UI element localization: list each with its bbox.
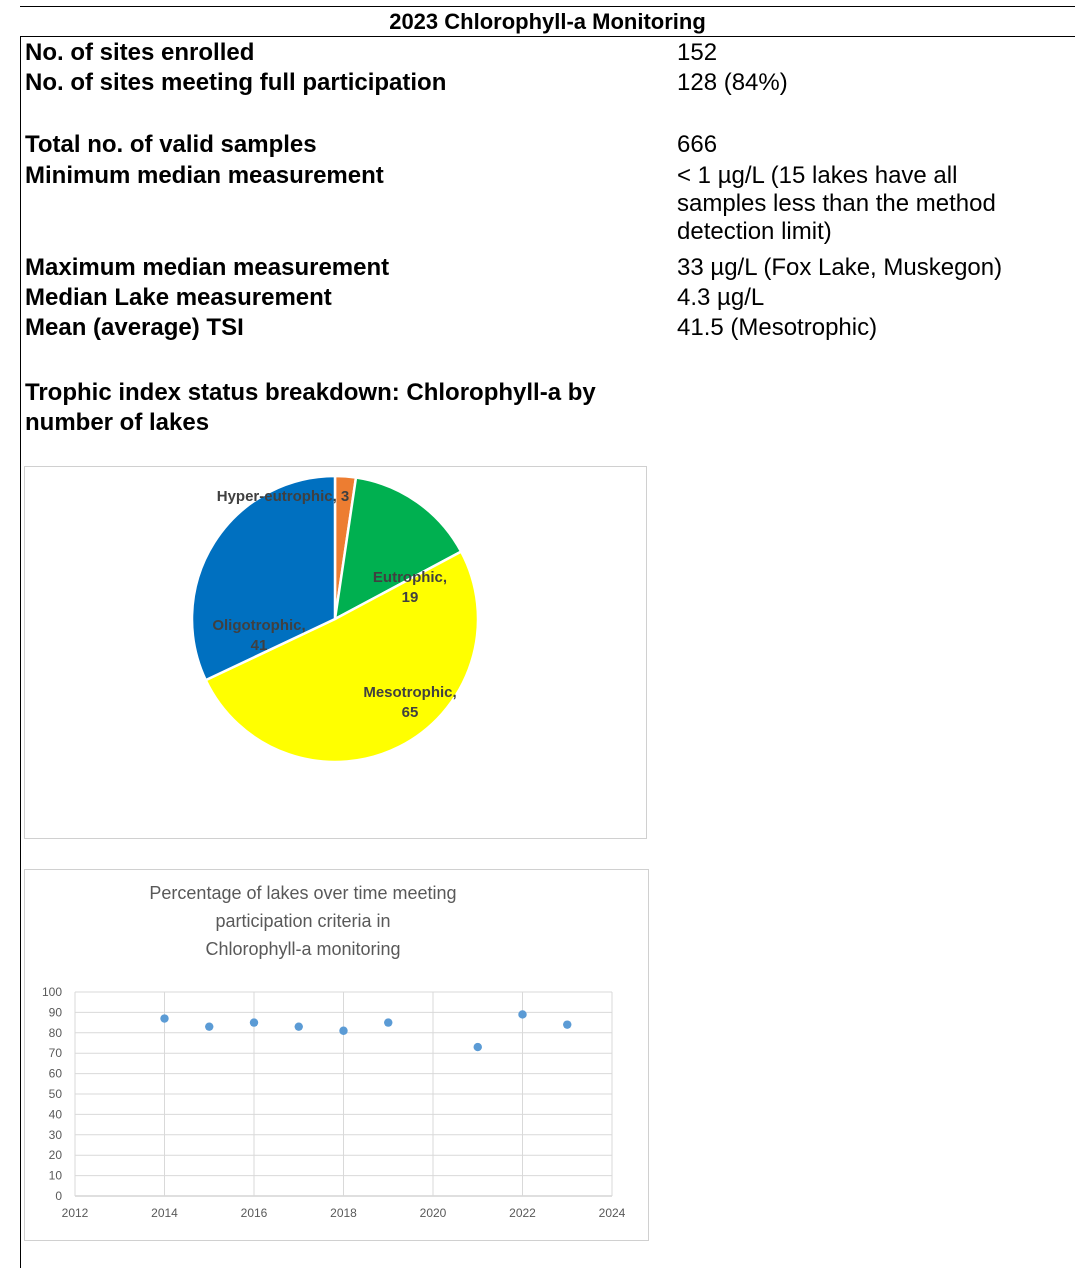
scatter-point <box>249 1018 259 1027</box>
scatter-point <box>563 1020 572 1029</box>
scatter-point <box>294 1022 303 1031</box>
chart-title-line-1: Percentage of lakes over time meeting <box>149 883 456 903</box>
y-tick-label: 30 <box>49 1128 63 1142</box>
scatter-point <box>160 1014 169 1023</box>
stat-value-max-median: 33 µg/L (Fox Lake, Muskegon) <box>677 254 1003 281</box>
chart-title-line-2: participation criteria in <box>215 911 390 931</box>
frame-left-border <box>20 37 21 1268</box>
y-tick-label: 100 <box>42 985 62 999</box>
stat-value-min-median: < 1 µg/L (15 lakes have all samples less… <box>677 162 996 245</box>
x-tick-label: 2018 <box>330 1206 357 1220</box>
y-tick-label: 40 <box>49 1107 63 1121</box>
pie-chart-svg: Hyper-eutrophic, 3 Eutrophic, 19 Mesotrophi… <box>190 474 480 764</box>
x-tick-label: 2022 <box>509 1206 536 1220</box>
page-title: 2023 Chlorophyll-a Monitoring <box>389 9 706 34</box>
y-tick-label: 50 <box>49 1087 63 1101</box>
scatter-point <box>384 1018 393 1027</box>
y-tick-label: 70 <box>49 1046 63 1060</box>
y-tick-label: 0 <box>55 1189 62 1203</box>
chart-title-line-3: Chlorophyll-a monitoring <box>205 939 400 959</box>
pie-slice-mesotrophic <box>204 549 480 764</box>
scatter-chart-svg: Percentage of lakes over time meeting par… <box>42 883 626 1220</box>
scatter-point <box>518 1010 527 1019</box>
stat-label-min-median: Minimum median measurement <box>25 162 384 189</box>
stat-label-valid-samples: Total no. of valid samples <box>25 131 317 158</box>
pie-label-eutrophic: Eutrophic, 19 <box>373 569 447 606</box>
y-tick-label: 20 <box>49 1148 63 1162</box>
trophic-pie-chart: Hyper-eutrophic, 3 Eutrophic, 19 Mesotrophi… <box>24 466 647 839</box>
stat-label-mean-tsi: Mean (average) TSI <box>25 314 244 341</box>
scatter-point <box>205 1022 214 1031</box>
pie-slice-oligotrophic <box>190 474 337 682</box>
y-tick-label: 90 <box>49 1005 63 1019</box>
stat-value-full-participation: 128 (84%) <box>677 69 788 96</box>
x-tick-label: 2012 <box>62 1206 89 1220</box>
stat-value-median-lake: 4.3 µg/L <box>677 284 765 311</box>
pie-label-mesotrophic: Mesotrophic, 65 <box>363 684 456 721</box>
section-title: Trophic index status breakdown: Chloroph… <box>25 379 596 436</box>
header-top-border <box>20 6 1075 7</box>
x-tick-label: 2024 <box>599 1206 626 1220</box>
stat-label-median-lake: Median Lake measurement <box>25 284 332 311</box>
stat-value-valid-samples: 666 <box>677 131 718 158</box>
y-tick-label: 60 <box>49 1067 63 1081</box>
stat-value-sites-enrolled: 152 <box>677 39 718 66</box>
scatter-point <box>339 1026 348 1035</box>
pie-slice-eutrophic <box>333 476 463 622</box>
x-tick-label: 2016 <box>241 1206 268 1220</box>
pie-label-hyper-eutrophic: Hyper-eutrophic, 3 <box>217 488 350 505</box>
stat-value-mean-tsi: 41.5 (Mesotrophic) <box>677 314 878 341</box>
x-tick-label: 2014 <box>151 1206 178 1220</box>
x-tick-label: 2020 <box>420 1206 447 1220</box>
stat-label-sites-enrolled: No. of sites enrolled <box>25 39 255 66</box>
y-tick-label: 80 <box>49 1026 63 1040</box>
stat-label-max-median: Maximum median measurement <box>25 254 390 281</box>
pie-label-oligotrophic: Oligotrophic, 41 <box>212 617 305 654</box>
y-tick-label: 10 <box>49 1169 63 1183</box>
participation-scatter-chart: Percentage of lakes over time meeting par… <box>24 869 649 1241</box>
stat-label-full-participation: No. of sites meeting full participation <box>25 69 447 96</box>
scatter-point <box>473 1042 482 1052</box>
header-bottom-border <box>20 36 1075 37</box>
